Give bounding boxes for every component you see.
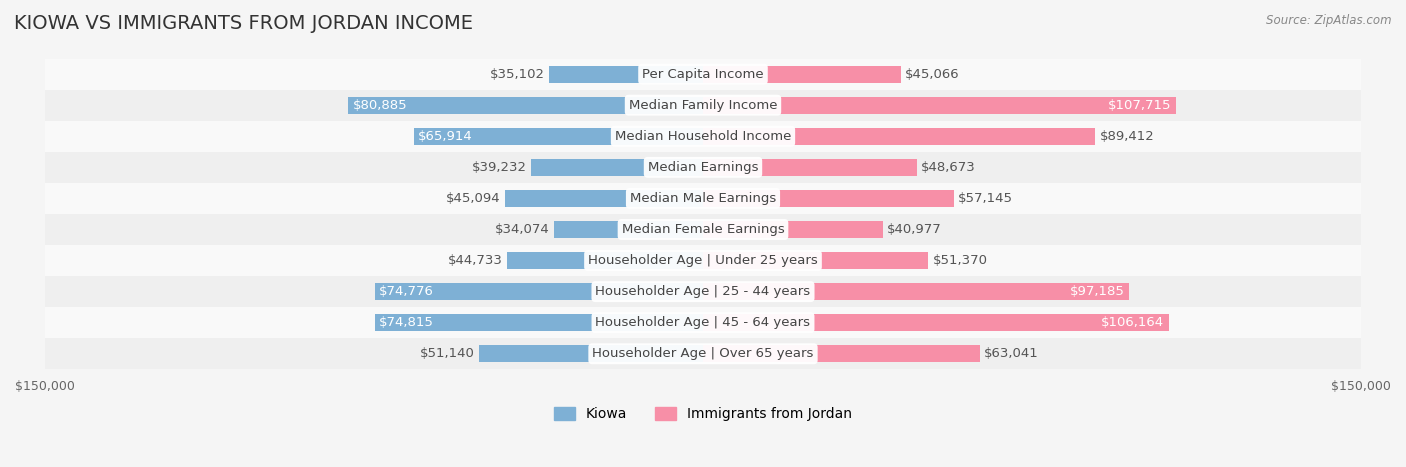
Bar: [531, 159, 703, 176]
Text: Householder Age | Under 25 years: Householder Age | Under 25 years: [588, 254, 818, 267]
Text: Median Household Income: Median Household Income: [614, 130, 792, 143]
Text: $51,140: $51,140: [419, 347, 474, 360]
Text: $39,232: $39,232: [471, 161, 526, 174]
Bar: [45, 245, 1361, 276]
Legend: Kiowa, Immigrants from Jordan: Kiowa, Immigrants from Jordan: [548, 402, 858, 427]
Bar: [45, 183, 1361, 214]
Bar: [554, 221, 703, 238]
Bar: [703, 190, 953, 207]
Bar: [45, 90, 1361, 121]
Text: $89,412: $89,412: [1099, 130, 1154, 143]
Bar: [45, 276, 1361, 307]
Bar: [349, 97, 703, 114]
Bar: [45, 307, 1361, 338]
Bar: [703, 97, 1175, 114]
Text: $74,815: $74,815: [380, 316, 434, 329]
Text: $63,041: $63,041: [984, 347, 1039, 360]
Text: $45,094: $45,094: [446, 192, 501, 205]
Bar: [703, 221, 883, 238]
Bar: [703, 65, 901, 83]
Text: $80,885: $80,885: [353, 99, 408, 112]
Text: Median Female Earnings: Median Female Earnings: [621, 223, 785, 236]
Text: Median Family Income: Median Family Income: [628, 99, 778, 112]
Text: $35,102: $35,102: [489, 68, 544, 81]
Text: Householder Age | Over 65 years: Householder Age | Over 65 years: [592, 347, 814, 360]
Text: $45,066: $45,066: [905, 68, 960, 81]
Text: Source: ZipAtlas.com: Source: ZipAtlas.com: [1267, 14, 1392, 27]
Text: $65,914: $65,914: [418, 130, 472, 143]
Bar: [478, 345, 703, 362]
Text: $97,185: $97,185: [1070, 285, 1125, 298]
Bar: [703, 345, 980, 362]
Text: Median Earnings: Median Earnings: [648, 161, 758, 174]
Bar: [703, 127, 1095, 145]
Bar: [45, 58, 1361, 90]
Bar: [45, 214, 1361, 245]
Bar: [375, 314, 703, 331]
Text: $74,776: $74,776: [380, 285, 434, 298]
Text: $34,074: $34,074: [495, 223, 550, 236]
Text: Per Capita Income: Per Capita Income: [643, 68, 763, 81]
Bar: [45, 152, 1361, 183]
Text: Householder Age | 25 - 44 years: Householder Age | 25 - 44 years: [595, 285, 811, 298]
Text: $107,715: $107,715: [1108, 99, 1171, 112]
Text: $40,977: $40,977: [887, 223, 942, 236]
Text: KIOWA VS IMMIGRANTS FROM JORDAN INCOME: KIOWA VS IMMIGRANTS FROM JORDAN INCOME: [14, 14, 472, 33]
Bar: [703, 283, 1129, 300]
Text: Householder Age | 45 - 64 years: Householder Age | 45 - 64 years: [596, 316, 810, 329]
Bar: [375, 283, 703, 300]
Text: $106,164: $106,164: [1101, 316, 1164, 329]
Bar: [506, 252, 703, 269]
Bar: [505, 190, 703, 207]
Bar: [45, 121, 1361, 152]
Text: Median Male Earnings: Median Male Earnings: [630, 192, 776, 205]
Text: $44,733: $44,733: [447, 254, 502, 267]
Bar: [703, 252, 928, 269]
Text: $51,370: $51,370: [932, 254, 988, 267]
Bar: [703, 314, 1168, 331]
Bar: [548, 65, 703, 83]
Bar: [45, 338, 1361, 369]
Bar: [703, 159, 917, 176]
Text: $48,673: $48,673: [921, 161, 976, 174]
Bar: [413, 127, 703, 145]
Text: $57,145: $57,145: [957, 192, 1014, 205]
